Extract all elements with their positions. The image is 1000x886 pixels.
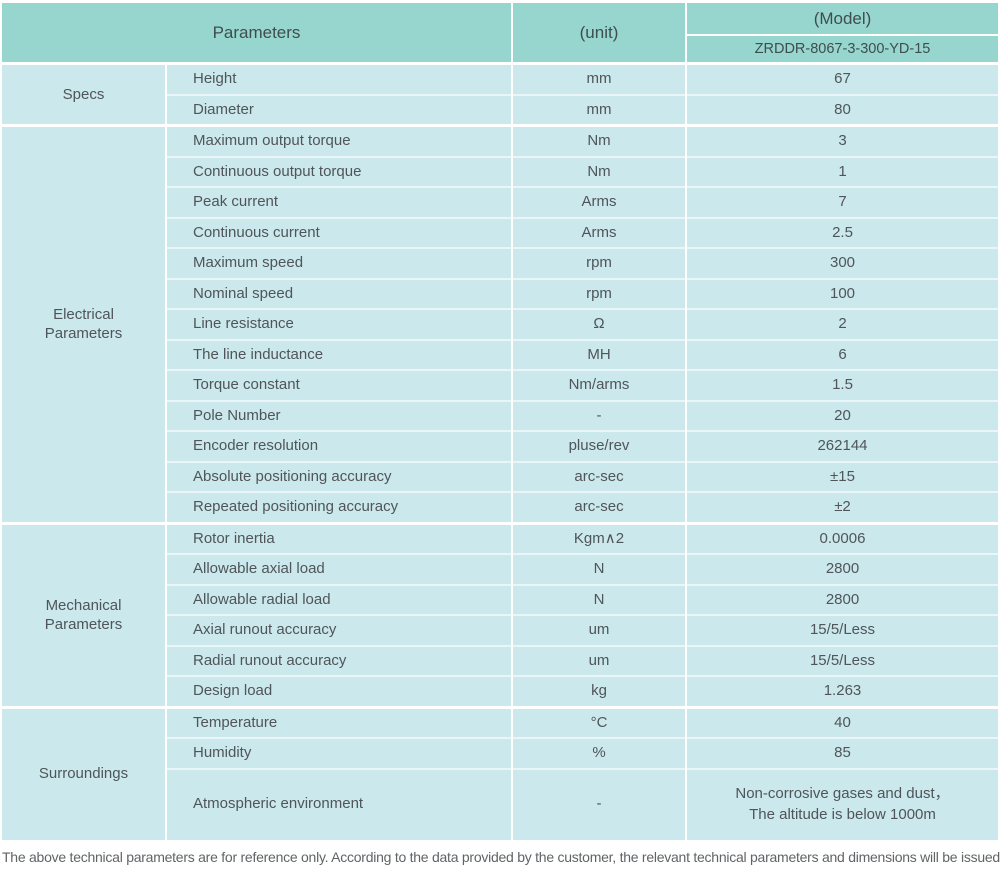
value-cell: 0.0006 bbox=[687, 524, 998, 553]
table-header: Parameters (unit) (Model) ZRDDR-8067-3-3… bbox=[2, 3, 998, 62]
header-unit: (unit) bbox=[513, 3, 685, 62]
value-cell: 85 bbox=[687, 737, 998, 768]
unit-cell: Nm bbox=[513, 127, 685, 156]
parameter-cell: Torque constant bbox=[167, 369, 511, 400]
parameter-cell: Allowable axial load bbox=[167, 553, 511, 584]
parameter-cell: Absolute positioning accuracy bbox=[167, 460, 511, 491]
parameter-cell: Humidity bbox=[167, 737, 511, 768]
unit-cell: Kgm∧2 bbox=[513, 524, 685, 553]
section-electrical-parameters: Electrical Parameters Maximum output torq… bbox=[2, 127, 998, 522]
parameter-cell: Diameter bbox=[167, 93, 511, 124]
value-cell: 67 bbox=[687, 65, 998, 94]
unit-cell: Arms bbox=[513, 216, 685, 247]
parameter-cell: Line resistance bbox=[167, 308, 511, 339]
unit-cell: arc-sec bbox=[513, 491, 685, 522]
unit-cell: N bbox=[513, 583, 685, 614]
parameter-cell: Radial runout accuracy bbox=[167, 644, 511, 675]
spec-table: Parameters (unit) (Model) ZRDDR-8067-3-3… bbox=[2, 3, 998, 840]
value-cell: 2 bbox=[687, 308, 998, 339]
value-cell: 262144 bbox=[687, 430, 998, 461]
value-cell: 2800 bbox=[687, 583, 998, 614]
value-cell: 1.5 bbox=[687, 369, 998, 400]
value-cell: 15/5/Less bbox=[687, 644, 998, 675]
parameter-cell: Atmospheric environment bbox=[167, 767, 511, 840]
parameter-cell: Repeated positioning accuracy bbox=[167, 491, 511, 522]
section-label: Specs bbox=[2, 65, 165, 124]
section-label: Surroundings bbox=[2, 708, 165, 840]
header-model: (Model) bbox=[687, 3, 998, 34]
value-cell: 2.5 bbox=[687, 216, 998, 247]
parameter-cell: Maximum speed bbox=[167, 247, 511, 278]
unit-cell: mm bbox=[513, 65, 685, 94]
value-cell: ±2 bbox=[687, 491, 998, 522]
unit-cell: pluse/rev bbox=[513, 430, 685, 461]
unit-cell: °C bbox=[513, 708, 685, 737]
parameter-cell: Height bbox=[167, 65, 511, 94]
unit-cell: MH bbox=[513, 338, 685, 369]
value-cell: 2800 bbox=[687, 553, 998, 584]
section-label: Electrical Parameters bbox=[2, 127, 165, 522]
parameter-cell: Nominal speed bbox=[167, 277, 511, 308]
section-mechanical-parameters: Mechanical Parameters Rotor inertia Kgm∧2 0… bbox=[2, 524, 998, 706]
value-cell: 3 bbox=[687, 127, 998, 156]
header-parameters: Parameters bbox=[2, 3, 511, 62]
parameter-cell: Design load bbox=[167, 675, 511, 706]
value-cell: Non-corrosive gases and dust， The altitu… bbox=[687, 767, 998, 840]
value-cell: 7 bbox=[687, 186, 998, 217]
parameter-cell: Continuous current bbox=[167, 216, 511, 247]
parameter-cell: Pole Number bbox=[167, 399, 511, 430]
value-cell: 20 bbox=[687, 399, 998, 430]
unit-cell: kg bbox=[513, 675, 685, 706]
parameter-cell: Temperature bbox=[167, 708, 511, 737]
value-cell: 1.263 bbox=[687, 675, 998, 706]
value-cell: 1 bbox=[687, 155, 998, 186]
section-specs: Specs Height mm 67 Diameter mm 80 bbox=[2, 65, 998, 124]
value-cell: 40 bbox=[687, 708, 998, 737]
table-body: Specs Height mm 67 Diameter mm 80 Electrical Pa… bbox=[2, 65, 998, 840]
unit-cell: um bbox=[513, 614, 685, 645]
value-cell: ±15 bbox=[687, 460, 998, 491]
parameter-cell: Maximum output torque bbox=[167, 127, 511, 156]
parameter-cell: Axial runout accuracy bbox=[167, 614, 511, 645]
parameter-cell: Allowable radial load bbox=[167, 583, 511, 614]
value-cell: 300 bbox=[687, 247, 998, 278]
unit-cell: - bbox=[513, 767, 685, 840]
parameter-cell: Continuous output torque bbox=[167, 155, 511, 186]
value-cell: 6 bbox=[687, 338, 998, 369]
unit-cell: rpm bbox=[513, 247, 685, 278]
unit-cell: Arms bbox=[513, 186, 685, 217]
unit-cell: Ω bbox=[513, 308, 685, 339]
model-number: ZRDDR-8067-3-300-YD-15 bbox=[687, 36, 998, 62]
footer-note: The above technical parameters are for r… bbox=[2, 848, 1000, 865]
value-cell: 80 bbox=[687, 93, 998, 124]
parameter-cell: Encoder resolution bbox=[167, 430, 511, 461]
unit-cell: arc-sec bbox=[513, 460, 685, 491]
value-cell: 100 bbox=[687, 277, 998, 308]
unit-cell: % bbox=[513, 737, 685, 768]
unit-cell: rpm bbox=[513, 277, 685, 308]
unit-cell: N bbox=[513, 553, 685, 584]
section-surroundings: Surroundings Temperature °C 40 Humidity% 85 At… bbox=[2, 708, 998, 840]
unit-cell: Nm/arms bbox=[513, 369, 685, 400]
unit-cell: um bbox=[513, 644, 685, 675]
parameter-cell: The line inductance bbox=[167, 338, 511, 369]
unit-cell: mm bbox=[513, 93, 685, 124]
parameter-cell: Peak current bbox=[167, 186, 511, 217]
section-label: Mechanical Parameters bbox=[2, 524, 165, 706]
parameter-cell: Rotor inertia bbox=[167, 524, 511, 553]
value-cell: 15/5/Less bbox=[687, 614, 998, 645]
unit-cell: Nm bbox=[513, 155, 685, 186]
unit-cell: - bbox=[513, 399, 685, 430]
